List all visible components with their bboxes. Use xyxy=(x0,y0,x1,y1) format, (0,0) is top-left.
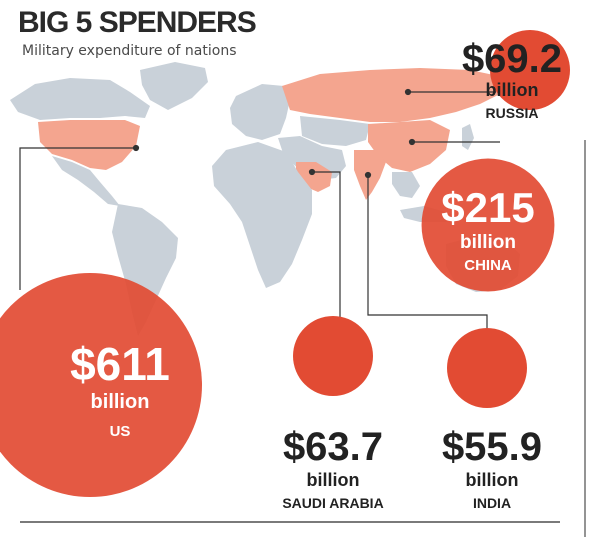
page-title: BIG 5 SPENDERS xyxy=(18,6,257,39)
unit-label-us: billion xyxy=(91,391,150,413)
map-africa xyxy=(212,142,312,288)
country-label-saudi-arabia: SAUDI ARABIA xyxy=(282,495,383,511)
leader-anchor-saudi-arabia xyxy=(308,168,316,176)
map-china xyxy=(368,120,450,172)
amount-label-china: $215 xyxy=(441,184,534,231)
map-central-america xyxy=(52,156,120,206)
map-usa xyxy=(38,120,140,170)
amount-label-russia: $69.2 xyxy=(462,37,562,81)
bubble-china xyxy=(421,158,555,292)
bubble-us xyxy=(0,273,202,497)
map-north-america-north xyxy=(10,78,150,120)
amount-label-us: $611 xyxy=(70,338,170,390)
country-label-china: CHINA xyxy=(464,257,512,274)
leader-line-india xyxy=(367,175,488,335)
amount-label-saudi-arabia: $63.7 xyxy=(283,425,383,469)
leader-line-us xyxy=(19,147,136,290)
country-label-us: US xyxy=(110,423,131,440)
unit-label-india: billion xyxy=(466,470,519,490)
bubble-saudi-arabia xyxy=(293,316,373,396)
country-label-india: INDIA xyxy=(473,495,511,511)
unit-label-russia: billion xyxy=(486,80,539,100)
leader-line-saudi-arabia xyxy=(312,171,341,322)
bubble-india xyxy=(447,328,527,408)
map-south-east-asia xyxy=(392,172,420,198)
map-south-america xyxy=(112,204,178,336)
leader-anchor-us xyxy=(132,144,140,152)
map-europe xyxy=(230,84,290,140)
bubble-russia xyxy=(490,30,570,110)
map-japan xyxy=(462,124,474,150)
labels: $611billionUS$215billionCHINA$69.2billio… xyxy=(70,37,562,511)
map-middle-east xyxy=(278,136,346,180)
leader-lines xyxy=(19,88,500,335)
map-russia xyxy=(282,68,508,122)
bubbles xyxy=(0,30,570,497)
map-greenland xyxy=(140,62,208,110)
leader-anchor-china xyxy=(408,138,416,146)
page-subtitle: Military expenditure of nations xyxy=(22,43,237,59)
amount-label-india: $55.9 xyxy=(442,425,542,469)
leader-anchor-india xyxy=(364,171,372,179)
unit-label-saudi-arabia: billion xyxy=(307,470,360,490)
leader-anchor-russia xyxy=(404,88,412,96)
unit-label-china: billion xyxy=(460,232,516,253)
country-label-russia: RUSSIA xyxy=(486,105,539,121)
map-central-asia xyxy=(300,116,370,146)
